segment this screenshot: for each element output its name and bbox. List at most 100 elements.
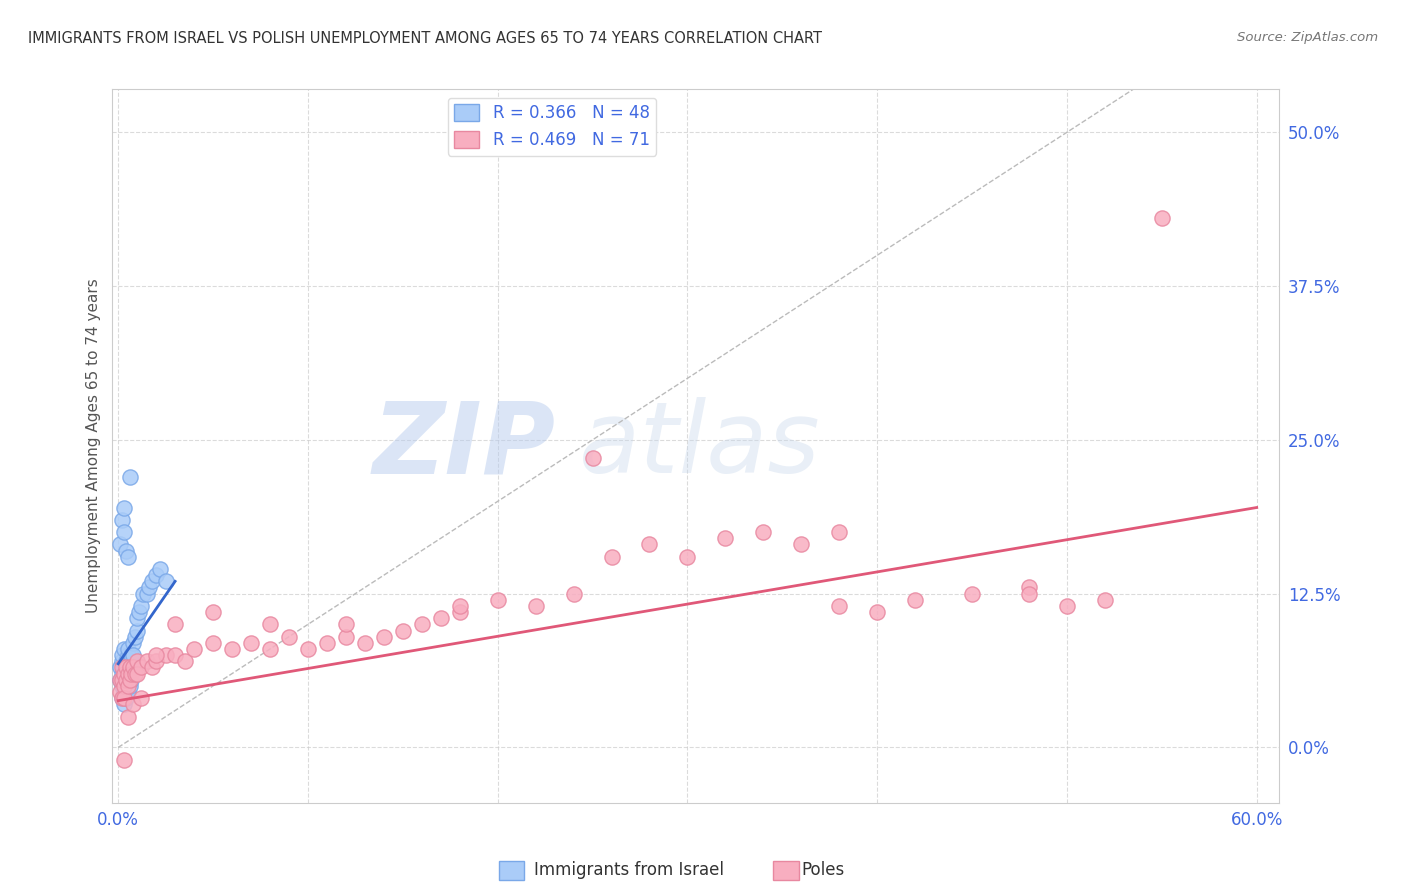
Point xyxy=(117,549,139,564)
Point xyxy=(129,599,152,613)
Point xyxy=(117,642,139,657)
Point xyxy=(118,673,141,687)
Point xyxy=(112,753,135,767)
Point xyxy=(114,679,136,693)
Point xyxy=(120,660,142,674)
Point xyxy=(149,562,172,576)
Point xyxy=(127,611,149,625)
Point xyxy=(117,648,139,662)
Text: atlas: atlas xyxy=(579,398,821,494)
Point xyxy=(562,587,585,601)
Text: Poles: Poles xyxy=(801,861,845,879)
Legend: R = 0.366   N = 48, R = 0.469   N = 71: R = 0.366 N = 48, R = 0.469 N = 71 xyxy=(447,97,657,155)
Point xyxy=(120,666,142,681)
Point xyxy=(600,549,623,564)
Point xyxy=(114,543,136,558)
Point xyxy=(111,666,134,681)
Point xyxy=(1150,211,1173,226)
Point xyxy=(112,660,135,674)
Text: Source: ZipAtlas.com: Source: ZipAtlas.com xyxy=(1237,31,1378,45)
Text: Immigrants from Israel: Immigrants from Israel xyxy=(534,861,724,879)
Point xyxy=(828,525,851,540)
Point xyxy=(524,599,547,613)
Point xyxy=(118,666,141,681)
Point xyxy=(1056,599,1078,613)
Point xyxy=(108,660,131,674)
Point xyxy=(111,691,134,706)
Point xyxy=(155,648,177,662)
Point xyxy=(122,648,145,662)
Point xyxy=(449,599,471,613)
Point xyxy=(790,537,813,551)
Point xyxy=(132,587,155,601)
Point xyxy=(122,698,145,712)
Point xyxy=(117,709,139,723)
Point xyxy=(117,666,139,681)
Point xyxy=(114,654,136,668)
Y-axis label: Unemployment Among Ages 65 to 74 years: Unemployment Among Ages 65 to 74 years xyxy=(86,278,101,614)
Point xyxy=(259,617,281,632)
Point xyxy=(111,648,134,662)
Point xyxy=(112,691,135,706)
Point xyxy=(111,513,134,527)
Point xyxy=(129,660,152,674)
Point xyxy=(118,679,141,693)
Point xyxy=(353,636,375,650)
Point xyxy=(335,630,357,644)
Point xyxy=(1094,592,1116,607)
Point xyxy=(112,698,135,712)
Point xyxy=(111,654,134,668)
Text: IMMIGRANTS FROM ISRAEL VS POLISH UNEMPLOYMENT AMONG AGES 65 TO 74 YEARS CORRELAT: IMMIGRANTS FROM ISRAEL VS POLISH UNEMPLO… xyxy=(28,31,823,46)
Point xyxy=(752,525,775,540)
Point xyxy=(240,636,263,650)
Point xyxy=(118,660,141,674)
Point xyxy=(165,648,187,662)
Point xyxy=(866,605,889,619)
Point xyxy=(202,636,225,650)
Point xyxy=(118,469,141,483)
Point xyxy=(117,660,139,674)
Point xyxy=(108,537,131,551)
Point xyxy=(112,673,135,687)
Point xyxy=(127,654,149,668)
Point xyxy=(391,624,413,638)
Point xyxy=(122,636,145,650)
Point xyxy=(128,605,150,619)
Point xyxy=(155,574,177,589)
Text: ZIP: ZIP xyxy=(373,398,555,494)
Point xyxy=(138,581,160,595)
Point xyxy=(676,549,699,564)
Point xyxy=(259,642,281,657)
Point xyxy=(117,685,139,699)
Point xyxy=(1018,581,1040,595)
Point xyxy=(183,642,205,657)
Point xyxy=(120,648,142,662)
Point xyxy=(297,642,319,657)
Point xyxy=(108,673,131,687)
Point xyxy=(114,666,136,681)
Point xyxy=(112,685,135,699)
Point xyxy=(202,605,225,619)
Point xyxy=(335,617,357,632)
Point xyxy=(145,568,167,582)
Point xyxy=(278,630,301,644)
Point xyxy=(173,654,195,668)
Point xyxy=(111,673,134,687)
Point xyxy=(145,654,167,668)
Point xyxy=(127,666,149,681)
Point xyxy=(124,630,146,644)
Point xyxy=(127,624,149,638)
Point xyxy=(114,660,136,674)
Point xyxy=(112,525,135,540)
Point xyxy=(117,679,139,693)
Point xyxy=(135,587,157,601)
Point xyxy=(904,592,927,607)
Point xyxy=(486,592,509,607)
Point xyxy=(1018,587,1040,601)
Point xyxy=(960,587,983,601)
Point xyxy=(221,642,243,657)
Point xyxy=(429,611,451,625)
Point xyxy=(114,691,136,706)
Point xyxy=(165,617,187,632)
Point xyxy=(114,673,136,687)
